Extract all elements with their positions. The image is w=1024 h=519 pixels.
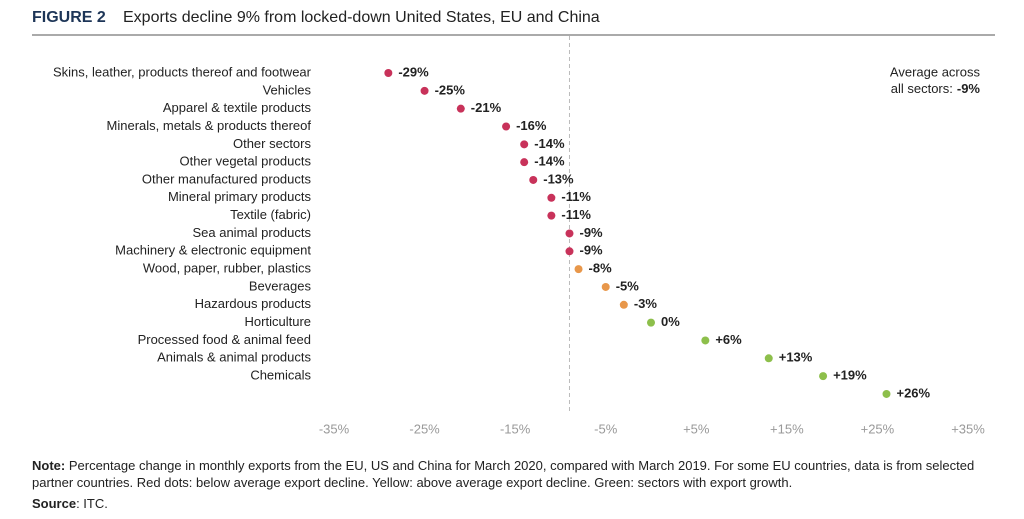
dot xyxy=(520,158,529,167)
category-label: Beverages xyxy=(249,278,312,293)
value-label: +6% xyxy=(715,332,742,347)
note-text: Percentage change in monthly exports fro… xyxy=(32,458,975,490)
value-label: -25% xyxy=(435,82,466,97)
category-label: Wood, paper, rubber, plastics xyxy=(143,261,312,276)
note-label: Note: xyxy=(32,458,66,473)
figure-label: FIGURE 2 xyxy=(32,9,106,26)
annotation: all sectors: -9% xyxy=(891,81,981,96)
value-label: 0% xyxy=(661,314,680,329)
value-label: -21% xyxy=(471,100,502,115)
value-label: -11% xyxy=(561,189,591,204)
category-label: Other manufactured products xyxy=(142,171,312,186)
value-label: -14% xyxy=(534,154,565,169)
dot xyxy=(520,140,529,149)
value-label: +19% xyxy=(833,368,867,383)
category-label: Other vegetal products xyxy=(179,154,311,169)
annotation-text: all sectors: xyxy=(891,81,953,96)
dot xyxy=(601,282,610,291)
category-label: Sea animal products xyxy=(192,225,311,240)
value-label: +26% xyxy=(896,385,930,400)
category-label: Skins, leather, products thereof and foo… xyxy=(53,64,312,79)
x-tick-label: +15% xyxy=(770,421,804,436)
value-label: -9% xyxy=(579,225,603,240)
dot xyxy=(574,265,583,274)
x-tick-label: -15% xyxy=(500,421,531,436)
value-label: -8% xyxy=(589,261,613,276)
dot xyxy=(420,86,429,95)
dot xyxy=(456,104,465,113)
value-label: -3% xyxy=(634,296,658,311)
dot xyxy=(502,122,511,131)
x-tick-label: -35% xyxy=(319,421,350,436)
annotation-value: -9% xyxy=(957,81,981,96)
category-label: Other sectors xyxy=(233,136,312,151)
source-label: Source xyxy=(32,496,77,511)
dot xyxy=(565,229,574,238)
category-label: Animals & animal products xyxy=(157,350,311,365)
category-label: Horticulture xyxy=(245,314,311,329)
dot xyxy=(529,175,538,184)
chart-title: Exports decline 9% from locked-down Unit… xyxy=(123,9,600,26)
dot xyxy=(647,318,655,327)
dot xyxy=(819,372,828,381)
category-label: Chemicals xyxy=(250,368,311,383)
chart: FIGURE 2 Exports decline 9% from locked-… xyxy=(32,9,995,436)
x-tick-label: +25% xyxy=(861,421,895,436)
dot xyxy=(619,300,628,309)
dot xyxy=(547,211,556,220)
dot xyxy=(701,336,710,345)
category-label: Processed food & animal feed xyxy=(138,332,311,347)
x-tick-label: -25% xyxy=(409,421,440,436)
source: Source: ITC. xyxy=(32,496,108,511)
value-label: -11% xyxy=(561,207,591,222)
note: Note: Percentage change in monthly expor… xyxy=(32,457,982,491)
value-label: -13% xyxy=(543,171,574,186)
value-label: -5% xyxy=(616,278,640,293)
value-label: +13% xyxy=(779,350,813,365)
category-label: Machinery & electronic equipment xyxy=(115,243,311,258)
annotation: Average across xyxy=(890,64,981,79)
x-tick-label: +35% xyxy=(951,421,985,436)
category-label: Mineral primary products xyxy=(168,189,312,204)
value-label: -9% xyxy=(579,243,603,258)
dot xyxy=(882,389,891,398)
dot xyxy=(547,193,556,202)
category-label: Textile (fabric) xyxy=(230,207,311,222)
x-tick-label: -5% xyxy=(594,421,618,436)
category-label: Hazardous products xyxy=(195,296,312,311)
category-label: Apparel & textile products xyxy=(163,100,312,115)
value-label: -16% xyxy=(516,118,547,133)
category-label: Minerals, metals & products thereof xyxy=(107,118,312,133)
value-label: -29% xyxy=(398,64,429,79)
dot xyxy=(565,247,574,256)
dot xyxy=(764,354,773,363)
dot xyxy=(384,69,393,77)
x-tick-label: +5% xyxy=(683,421,710,436)
category-label: Vehicles xyxy=(263,82,312,97)
source-text: : ITC. xyxy=(76,496,108,511)
value-label: -14% xyxy=(534,136,565,151)
